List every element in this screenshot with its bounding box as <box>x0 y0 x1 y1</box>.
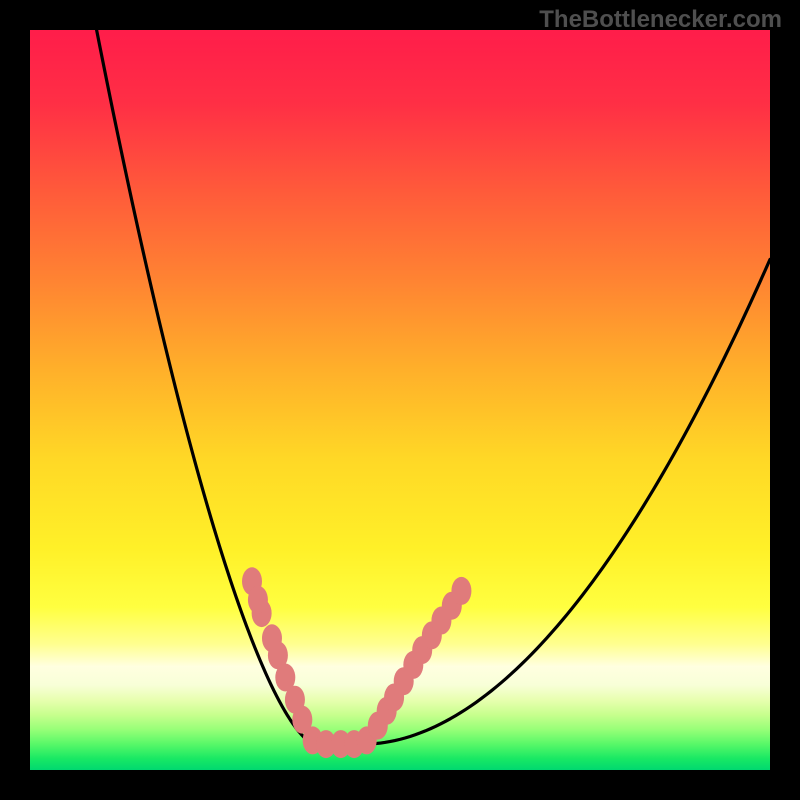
gradient-background <box>30 30 770 770</box>
data-marker <box>248 586 268 614</box>
plot-area <box>30 30 770 770</box>
chart-svg <box>30 30 770 770</box>
data-marker <box>451 577 471 605</box>
chart-frame: TheBottlenecker.com <box>0 0 800 800</box>
